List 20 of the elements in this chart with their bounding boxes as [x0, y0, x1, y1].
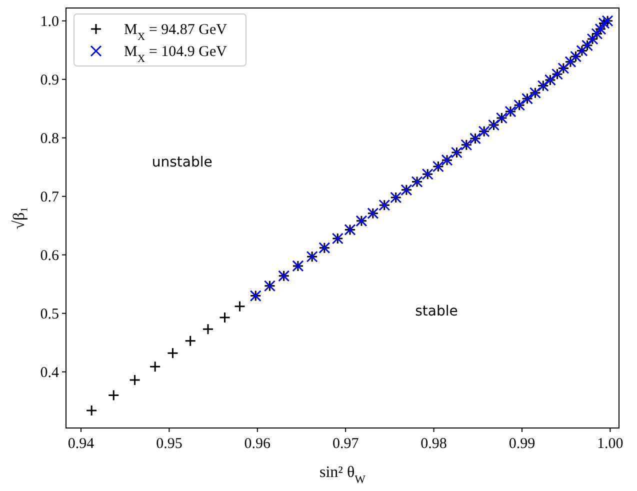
y-axis-title: √β₁: [11, 206, 28, 230]
y-tick-label: 0.4: [40, 364, 60, 381]
legend-label: M$_{X}$ = 104.9 GeV: [124, 44, 228, 65]
y-tick-label: 1.0: [40, 14, 59, 30]
x-axis-title: sin² θ$_{W}$: [319, 464, 366, 486]
x-tick-label: 0.96: [244, 436, 272, 452]
y-tick-label: 0.9: [40, 72, 59, 88]
x-tick-label: 1.00: [597, 436, 624, 452]
y-tick-label: 0.6: [40, 248, 60, 264]
y-tick-label: 0.8: [40, 130, 59, 147]
legend-label: M$_{X}$ = 94.87 GeV: [124, 22, 228, 43]
y-tick-label: 0.7: [40, 189, 60, 206]
y-tick-label: 0.5: [40, 306, 59, 322]
x-tick-label: 0.94: [68, 436, 95, 452]
x-tick-label: 0.97: [332, 436, 360, 452]
x-tick-label: 0.95: [156, 436, 182, 452]
x-tick-label: 0.99: [508, 436, 536, 452]
annotation: unstable: [152, 154, 212, 170]
x-tick-label: 0.98: [420, 436, 447, 452]
annotation: stable: [415, 303, 458, 320]
